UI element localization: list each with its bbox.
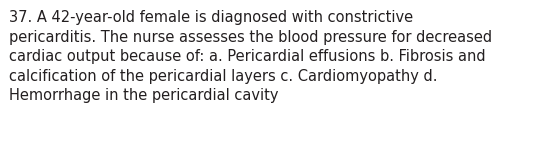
Text: 37. A 42-year-old female is diagnosed with constrictive
pericarditis. The nurse : 37. A 42-year-old female is diagnosed wi… [9,10,492,104]
